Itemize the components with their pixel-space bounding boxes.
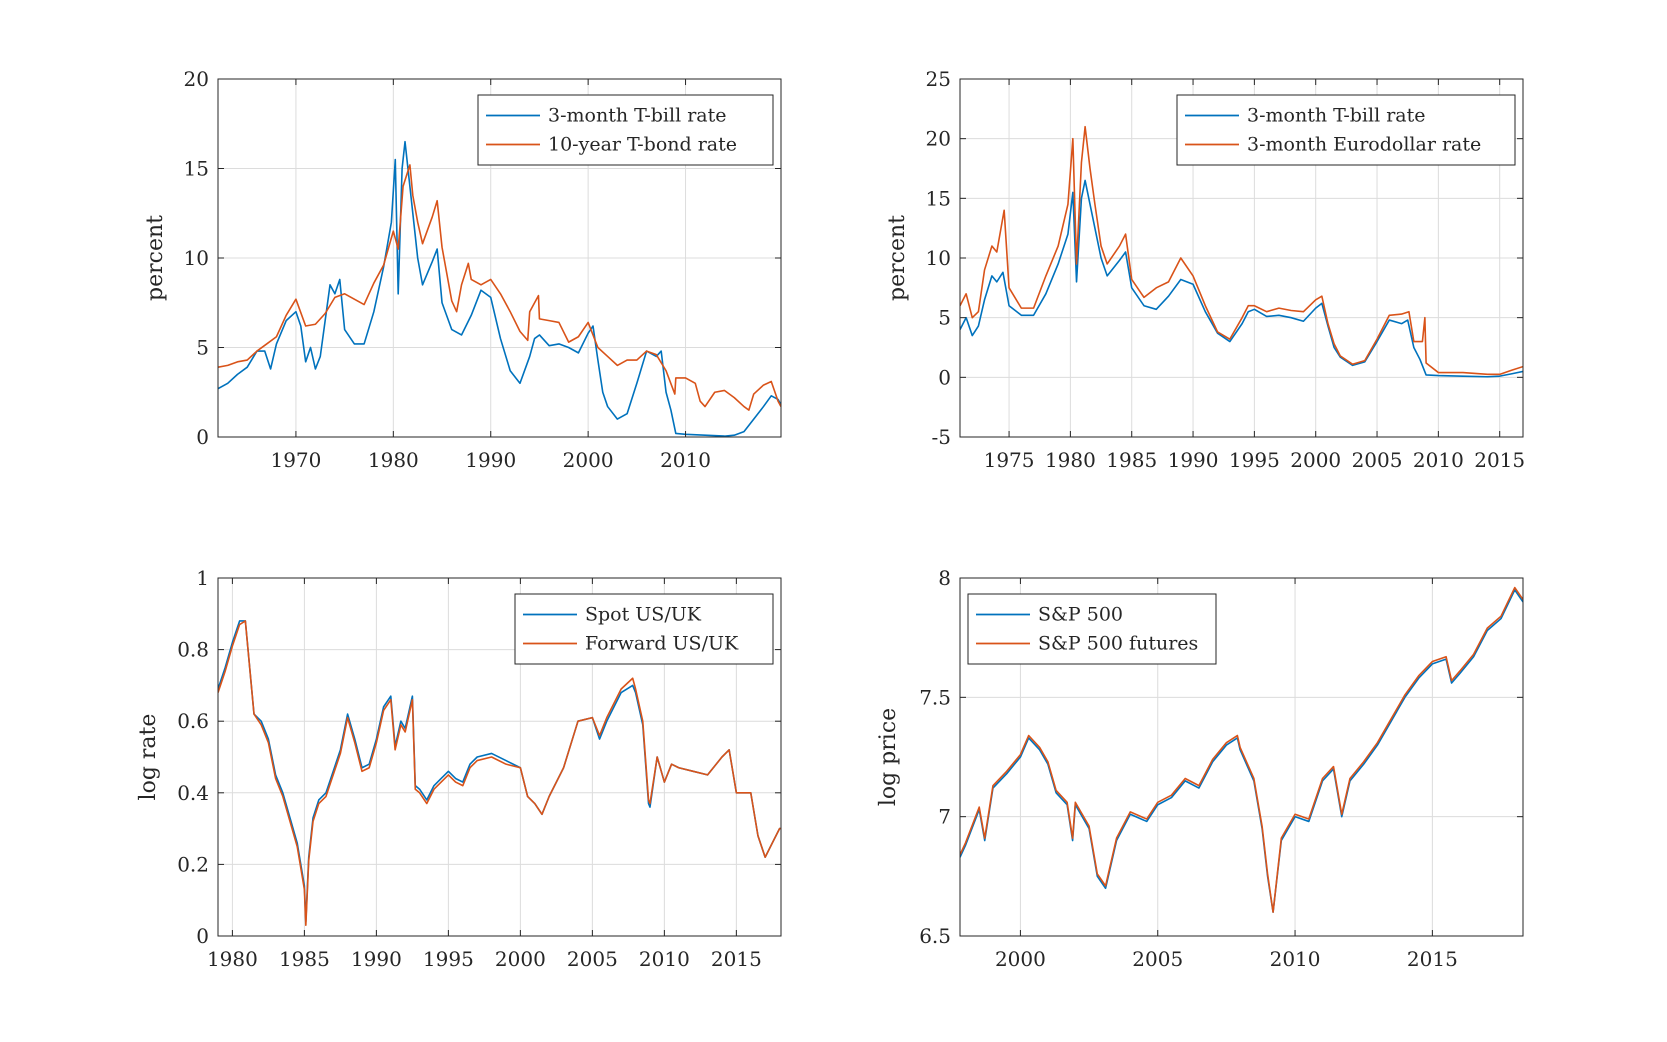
x-tick-label: 1990 (351, 947, 402, 971)
x-tick-label: 2015 (1474, 448, 1525, 472)
y-tick-label: 8 (938, 566, 951, 590)
x-tick-label: 2010 (639, 947, 690, 971)
y-tick-label: 5 (938, 306, 951, 330)
x-tick-label: 1995 (1229, 448, 1280, 472)
x-tick-label: 1990 (1168, 448, 1219, 472)
series-line-2 (960, 125, 1523, 376)
chart-panel-2: 1975 1980 1985 1990 1995 2000 2005 2010 2015-505… (885, 67, 1525, 472)
legend-label-2: 3-month Eurodollar rate (1247, 134, 1481, 156)
y-tick-label: 0.8 (177, 638, 209, 662)
axis-box (959, 577, 1524, 937)
series-line-2 (218, 164, 781, 411)
x-tick-label: 2010 (660, 448, 711, 472)
y-tick-label: 7 (938, 805, 951, 829)
y-axis-label: log rate (136, 714, 161, 801)
legend-box (1176, 94, 1516, 166)
x-tick-label: 2015 (711, 947, 762, 971)
legend: 3-month T-bill rate 10-year T-bond rate (477, 94, 774, 166)
legend-label-2: Forward US/UK (585, 633, 739, 655)
x-tick-label: 1970 (270, 448, 321, 472)
y-tick-label: 10 (926, 246, 951, 270)
x-tick-label: 1975 (984, 448, 1035, 472)
x-tick-label: 2005 (567, 947, 618, 971)
x-tick-label: 1985 (1106, 448, 1157, 472)
x-tick-label: 2005 (1352, 448, 1403, 472)
legend-label-1: 3-month T-bill rate (1247, 105, 1425, 127)
y-axis-label: log price (876, 708, 901, 806)
y-axis-label: percent (885, 215, 910, 301)
x-tick-label: 2000 (563, 448, 614, 472)
x-tick-label: 1980 (1045, 448, 1096, 472)
series-group (960, 586, 1523, 913)
legend: S&P 500 S&P 500 futures (967, 593, 1217, 665)
legend-label-1: Spot US/UK (585, 604, 702, 626)
chart-panel-1: 1970 1980 1990 2000 2010 0 5 10 15 20 percent 3-mon… (143, 67, 782, 472)
x-tick-label: 1985 (279, 947, 330, 971)
y-tick-label: 15 (184, 157, 209, 181)
y-tick-label: 10 (184, 246, 209, 270)
x-tick-label: 1995 (423, 947, 474, 971)
y-tick-label: 0 (196, 924, 209, 948)
y-tick-label: 5 (196, 336, 209, 360)
y-tick-label: 0.4 (177, 781, 209, 805)
legend-box (477, 94, 774, 166)
chart-panel-3: 1980 1985 1990 1995 2000 2005 2010 2015 0 0.2 0.4 0… (136, 566, 782, 971)
x-tick-label: 1980 (207, 947, 258, 971)
legend: 3-month T-bill rate 3-month Eurodollar ra… (1176, 94, 1516, 166)
series-line-1 (960, 179, 1523, 378)
legend-label-2: S&P 500 futures (1038, 633, 1198, 655)
y-tick-label: 15 (926, 186, 951, 210)
x-tick-label: 1990 (465, 448, 516, 472)
legend: Spot US/UK Forward US/UK (514, 593, 774, 665)
y-tick-label: 20 (184, 67, 209, 91)
x-tick-label: 2000 (1290, 448, 1341, 472)
series-line-1 (218, 140, 781, 437)
y-tick-label: 0 (196, 425, 209, 449)
x-tick-label: 2010 (1270, 947, 1321, 971)
series-line-2 (960, 586, 1523, 913)
y-tick-label: 20 (926, 127, 951, 151)
y-axis-label: percent (143, 215, 168, 301)
chart-panel-4: 2000 2005 2010 2015 6.5 7 7.5 8 log price S&P 500… (876, 566, 1524, 971)
y-tick-label: 0 (938, 365, 951, 389)
y-tick-label: 0.2 (177, 852, 209, 876)
legend-label-1: S&P 500 (1038, 604, 1123, 626)
y-tick-label: -5 (932, 425, 951, 449)
series-group (218, 620, 781, 927)
y-tick-label: 0.6 (177, 709, 209, 733)
series-group (960, 125, 1523, 378)
x-tick-label: 2010 (1413, 448, 1464, 472)
series-line-2 (218, 620, 781, 927)
x-tick-label: 2015 (1407, 947, 1458, 971)
y-tick-label: 7.5 (919, 685, 951, 709)
series-group (218, 140, 781, 437)
x-tick-label: 1980 (368, 448, 419, 472)
x-tick-label: 2000 (495, 947, 546, 971)
legend-box (514, 593, 774, 665)
x-tick-label: 2005 (1132, 947, 1183, 971)
y-tick-label: 1 (196, 566, 209, 590)
y-tick-label: 25 (926, 67, 951, 91)
axis-box (217, 577, 782, 937)
legend-box (967, 593, 1217, 665)
y-tick-label: 6.5 (919, 924, 951, 948)
x-tick-label: 2000 (995, 947, 1046, 971)
legend-label-1: 3-month T-bill rate (548, 105, 726, 127)
legend-label-2: 10-year T-bond rate (548, 134, 737, 156)
